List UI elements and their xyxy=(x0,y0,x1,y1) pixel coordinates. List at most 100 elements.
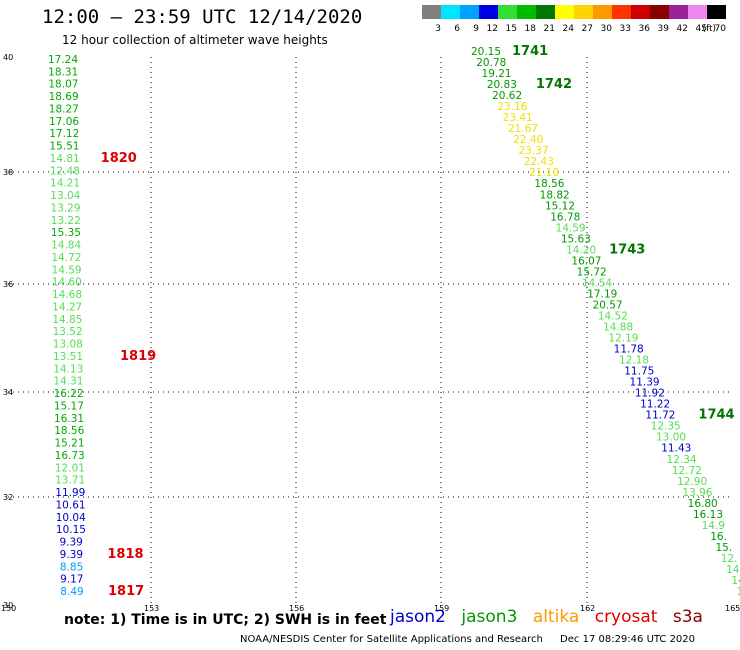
wave-height-value: 23.16 xyxy=(497,101,527,113)
wave-height-value: 22.43 xyxy=(524,156,554,168)
color-legend: 3 6 9 12 15 18 21 24 27 30 33 36 39 42 45 70(ft) xyxy=(422,5,726,34)
legend-label: 24 xyxy=(563,24,575,34)
legend-label: 9 xyxy=(473,24,479,34)
wave-height-value: 8.49 xyxy=(60,586,83,598)
wave-height-value: 18.07 xyxy=(48,79,78,91)
pass-time-label: 1743 xyxy=(609,242,645,257)
satellite-cryosat: cryosat xyxy=(594,607,658,627)
axis-tick-labels: 150 153 156 159 162 165 40 38 36 34 32 30 xyxy=(1,53,740,613)
latitude-tick: 34 xyxy=(3,388,13,397)
wave-height-value: 15.17 xyxy=(54,400,84,412)
wave-height-value: 12.01 xyxy=(55,462,85,474)
wave-height-value: 16.78 xyxy=(550,211,580,223)
legend-label: 39 xyxy=(658,24,670,34)
wave-height-value: 17.12 xyxy=(49,128,79,140)
wave-height-value: 13.29 xyxy=(50,202,80,214)
legend-label: 30 xyxy=(601,24,613,34)
wave-height-value: 16.31 xyxy=(54,413,84,425)
wave-height-value: 17.24 xyxy=(48,54,78,66)
legend-swatch xyxy=(422,5,441,19)
latitude-tick: 40 xyxy=(3,53,13,62)
satellite-tracks: 17.2418.3118.0718.6918.2717.0617.1215.51… xyxy=(48,46,740,598)
agency-credit: NOAA/NESDIS Center for Satellite Applica… xyxy=(240,634,543,645)
satellite-key: jason2 jason3 altika cryosat s3a xyxy=(390,607,713,627)
pass-time-label: 1742 xyxy=(536,77,572,92)
wave-height-value: 17.06 xyxy=(49,116,79,128)
pass-time-label: 1817 xyxy=(108,584,144,599)
legend-swatch xyxy=(479,5,498,19)
wave-height-value: 11.99 xyxy=(55,487,85,499)
wave-height-value: 13.71 xyxy=(55,475,85,487)
legend-label: 70 xyxy=(715,24,727,34)
wave-height-value: 14.59 xyxy=(556,222,586,234)
legend-label: 21 xyxy=(544,24,555,34)
wave-height-value: 11.39 xyxy=(630,377,660,389)
footnote: note: 1) Time is in UTC; 2) SWH is in fe… xyxy=(64,612,387,628)
wave-height-value: 11.75 xyxy=(624,366,654,378)
longitude-tick: 165 xyxy=(725,604,740,613)
wave-height-value: 21.67 xyxy=(508,123,538,135)
pass-time-label: 1744 xyxy=(698,408,734,423)
wave-height-value: 12.34 xyxy=(667,454,697,466)
legend-swatch xyxy=(593,5,612,19)
wave-height-value: 14.88 xyxy=(603,322,633,334)
legend-label: 18 xyxy=(525,24,537,34)
lat-lon-grid xyxy=(8,57,732,605)
longitude-tick: 156 xyxy=(289,604,304,613)
legend-swatch xyxy=(669,5,688,19)
legend-label: 36 xyxy=(639,24,651,34)
wave-height-value: 11.72 xyxy=(645,410,675,422)
wave-height-value: 20.62 xyxy=(492,90,522,102)
wave-height-value: 18.82 xyxy=(540,189,570,201)
wave-height-value: 14.54 xyxy=(582,277,612,289)
pass-time-label: 1820 xyxy=(101,151,137,166)
legend-swatch xyxy=(460,5,479,19)
legend-unit: (ft) xyxy=(702,24,716,34)
wave-height-value: 13.08 xyxy=(53,339,83,351)
wave-height-value: 16.80 xyxy=(688,498,718,510)
wave-height-value: 9.17 xyxy=(60,574,83,586)
longitude-tick: 153 xyxy=(144,604,159,613)
satellite-altika: altika xyxy=(532,607,580,627)
wave-height-value: 17.19 xyxy=(587,288,617,300)
wave-height-value: 11.92 xyxy=(635,388,665,400)
wave-height-value: 13.52 xyxy=(53,326,83,338)
wave-height-value: 18.27 xyxy=(49,103,79,115)
wave-height-value: 9.39 xyxy=(60,549,83,561)
wave-height-value: 22.40 xyxy=(513,134,543,146)
wave-height-value: 14.20 xyxy=(566,244,596,256)
legend-swatch xyxy=(555,5,574,19)
legend-label: 45 xyxy=(696,24,707,34)
wave-height-value: 14.59 xyxy=(52,264,82,276)
legend-swatch xyxy=(707,5,726,19)
wave-height-value: 18.56 xyxy=(534,178,564,190)
wave-height-value: 16. xyxy=(710,531,727,543)
legend-label: 27 xyxy=(582,24,593,34)
latitude-tick: 30 xyxy=(3,601,13,610)
wave-height-value: 12.90 xyxy=(677,476,707,488)
wave-height-value: 14.21 xyxy=(50,178,80,190)
legend-swatch xyxy=(574,5,593,19)
pass-time-label: 1818 xyxy=(107,547,143,562)
latitude-tick: 38 xyxy=(3,168,13,177)
page-title: 12:00 – 23:59 UTC 12/14/2020 xyxy=(42,6,363,28)
legend-label: 3 xyxy=(435,24,441,34)
wave-height-value: 14.9 xyxy=(702,520,725,532)
legend-swatch xyxy=(688,5,707,19)
legend-label: 42 xyxy=(677,24,688,34)
wave-height-value: 14.13 xyxy=(53,363,83,375)
wave-height-value: 13.22 xyxy=(51,215,81,227)
wave-height-value: 10.04 xyxy=(56,512,86,524)
wave-height-value: 13. xyxy=(737,586,740,598)
wave-height-value: 16.73 xyxy=(55,450,85,462)
wave-height-value: 14.52 xyxy=(598,310,628,322)
wave-height-value: 12. xyxy=(721,553,738,565)
wave-height-value: 15.63 xyxy=(561,233,591,245)
legend-label: 33 xyxy=(620,24,631,34)
legend-label: 6 xyxy=(454,24,460,34)
satellite-s3a: s3a xyxy=(672,607,703,627)
wave-height-value: 14.81 xyxy=(50,153,80,165)
legend-swatch xyxy=(498,5,517,19)
page-subtitle: 12 hour collection of altimeter wave hei… xyxy=(62,33,328,47)
